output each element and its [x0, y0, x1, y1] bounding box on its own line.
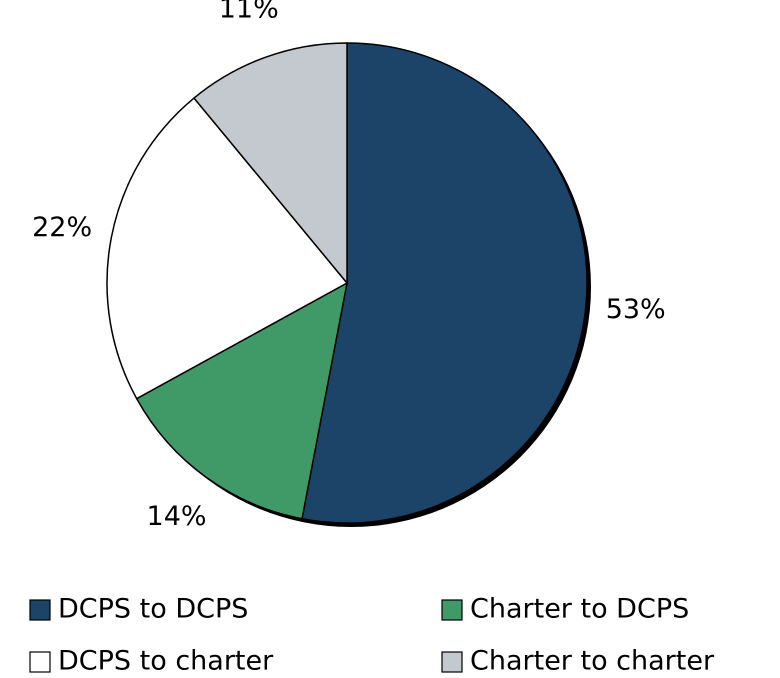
data-label: 11% — [219, 0, 279, 25]
pie: 53% 14% 22% 11% — [32, 0, 666, 532]
legend-swatch — [29, 651, 51, 673]
pie-slice — [301, 42, 588, 524]
legend: DCPS to DCPS Charter to DCPS DCPS to chart… — [29, 594, 715, 677]
legend-swatch — [441, 599, 463, 621]
legend-label: Charter to charter — [470, 646, 715, 677]
legend-label: Charter to DCPS — [470, 594, 689, 625]
pie-slice — [192, 42, 348, 286]
legend-label: DCPS to charter — [58, 646, 274, 677]
pie-slice — [106, 97, 349, 400]
data-label: 22% — [32, 212, 92, 243]
legend-swatch — [441, 651, 463, 673]
data-label: 14% — [147, 501, 207, 532]
legend-label: DCPS to DCPS — [58, 594, 248, 625]
legend-swatch — [29, 599, 51, 621]
data-label: 53% — [606, 294, 666, 325]
pie-slice — [135, 281, 349, 520]
